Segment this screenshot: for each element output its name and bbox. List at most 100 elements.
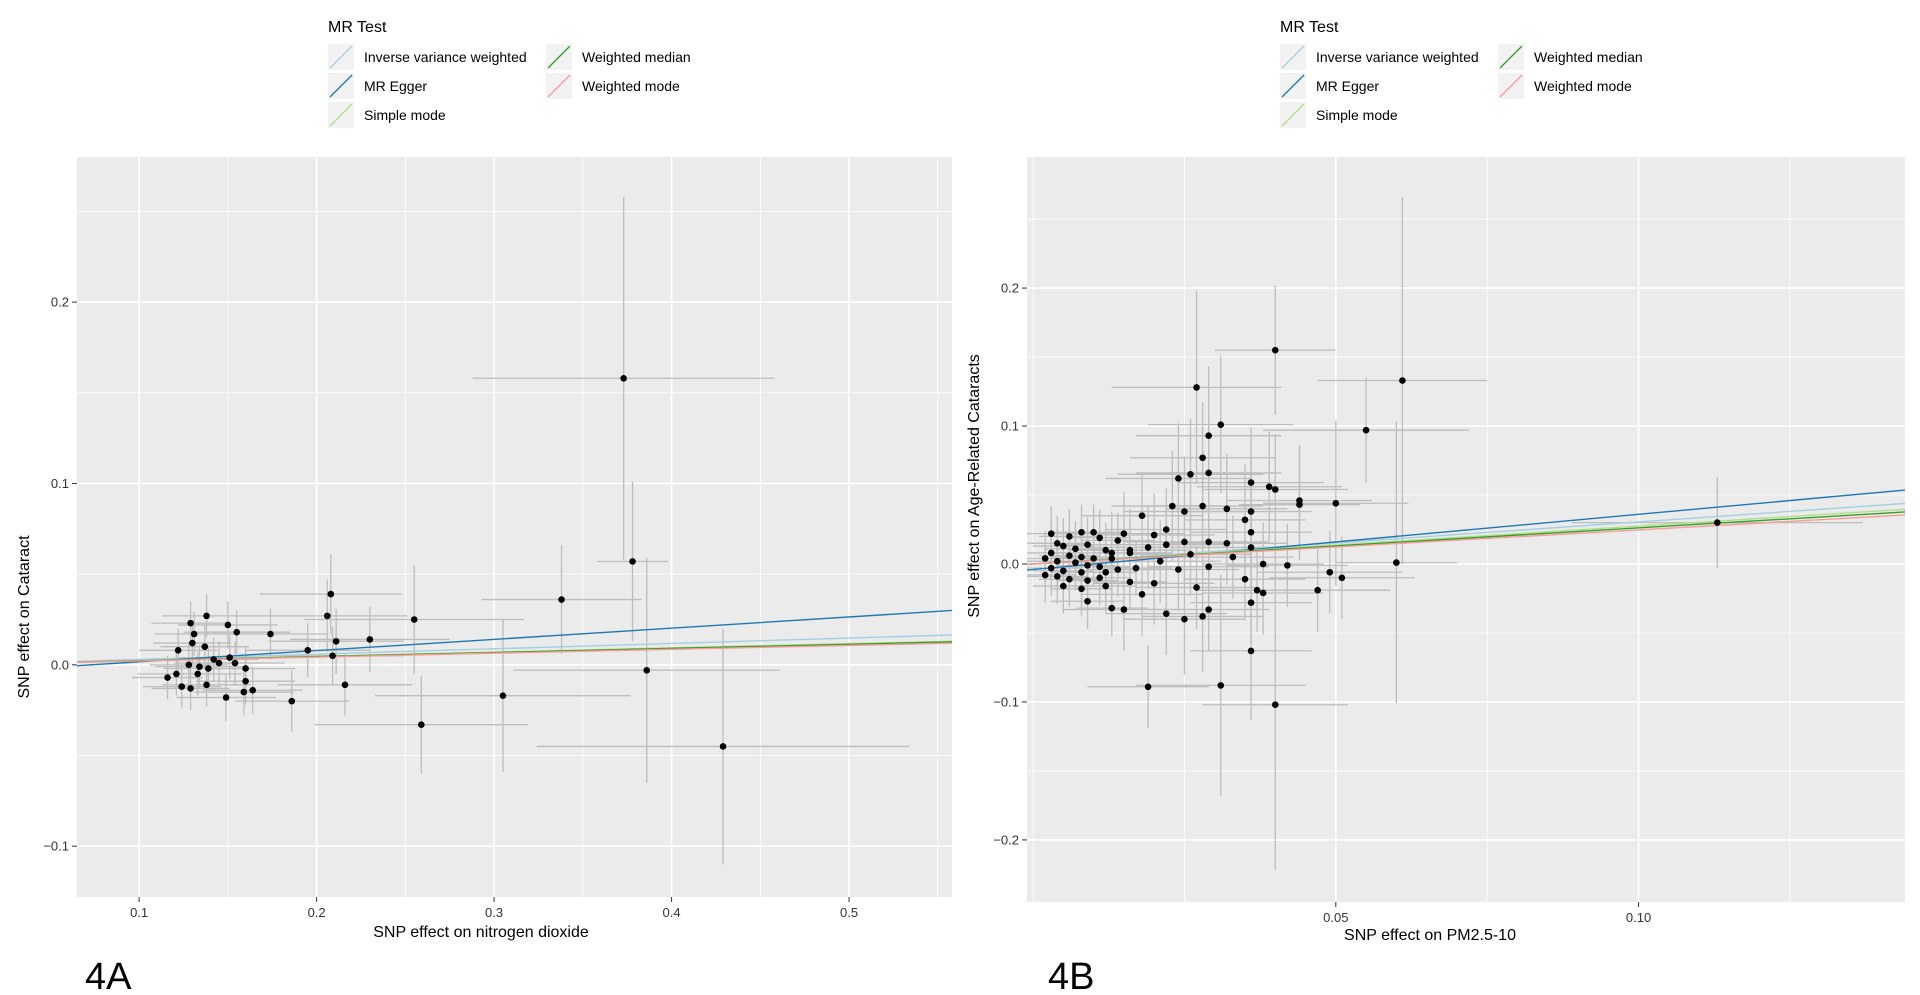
data-point bbox=[1241, 575, 1249, 583]
regression-line-weighted-mode bbox=[1027, 514, 1905, 566]
data-point bbox=[1181, 538, 1188, 546]
legend-key-line-ivw bbox=[329, 45, 353, 69]
data-point bbox=[1271, 486, 1279, 493]
data-point bbox=[187, 685, 194, 692]
legend-label-weighted-mode: Weighted mode bbox=[1534, 78, 1632, 94]
data-point bbox=[1078, 553, 1085, 561]
legend-key-line-simple-mode bbox=[329, 103, 353, 127]
data-point bbox=[1138, 512, 1146, 520]
data-point bbox=[1126, 578, 1134, 586]
legend-key-line-egger bbox=[329, 74, 353, 98]
legend-item-egger: MR Egger bbox=[1280, 73, 1379, 99]
y-tick-label: 0.1 bbox=[51, 476, 69, 491]
data-point bbox=[1096, 574, 1103, 582]
plot-content bbox=[1027, 197, 1905, 871]
data-point bbox=[1247, 647, 1255, 655]
data-point bbox=[1247, 599, 1255, 606]
legend-item-egger: MR Egger bbox=[328, 73, 427, 99]
data-point bbox=[1126, 549, 1134, 557]
y-tick-label: −0.1 bbox=[993, 694, 1019, 709]
data-point bbox=[1084, 541, 1091, 548]
data-point bbox=[1247, 479, 1255, 486]
data-point bbox=[1090, 555, 1097, 562]
legend-key-line-weighted-mode bbox=[547, 74, 571, 98]
plot-panel-4b: 0.05 0.10 −0.2 −0.1 0.0 0.1 0.2 bbox=[993, 157, 1905, 925]
legend-item-weighted-mode: Weighted mode bbox=[1498, 73, 1632, 99]
data-point bbox=[1060, 567, 1067, 575]
data-point bbox=[1187, 551, 1194, 558]
data-point bbox=[1138, 591, 1146, 598]
data-point bbox=[1072, 559, 1079, 566]
data-point bbox=[1078, 568, 1085, 576]
data-point bbox=[1072, 545, 1079, 553]
data-point bbox=[1102, 582, 1110, 590]
data-point bbox=[1205, 469, 1212, 477]
data-point bbox=[410, 616, 418, 623]
x-axis-label-4a: SNP effect on nitrogen dioxide bbox=[373, 924, 589, 941]
data-point bbox=[1162, 610, 1170, 617]
legend-label-egger: MR Egger bbox=[1316, 78, 1379, 94]
data-point bbox=[1205, 606, 1212, 613]
x-axis-label-4b: SNP effect on PM2.5-10 bbox=[1344, 927, 1516, 944]
data-point bbox=[1066, 552, 1073, 560]
data-point bbox=[329, 652, 336, 660]
data-point bbox=[174, 647, 182, 654]
data-point bbox=[1150, 580, 1158, 587]
x-tick-label: 0.4 bbox=[663, 905, 681, 920]
data-point bbox=[189, 639, 196, 647]
data-point bbox=[1193, 584, 1200, 591]
data-point bbox=[194, 670, 201, 678]
legend-item-simple-mode: Simple mode bbox=[328, 102, 446, 128]
data-point bbox=[173, 670, 180, 678]
data-point bbox=[1084, 577, 1091, 584]
data-point bbox=[178, 683, 186, 690]
data-point bbox=[1229, 553, 1237, 561]
x-tick-label: 0.1 bbox=[130, 905, 148, 920]
data-point bbox=[1108, 549, 1116, 557]
data-point bbox=[1362, 426, 1370, 434]
data-point bbox=[267, 630, 274, 638]
legend-label-simple-mode: Simple mode bbox=[1316, 107, 1398, 123]
legend-item-weighted-median: Weighted median bbox=[546, 44, 691, 70]
data-point bbox=[1102, 568, 1110, 576]
data-point bbox=[1332, 499, 1340, 507]
legend-label-weighted-median: Weighted median bbox=[1534, 49, 1643, 65]
data-point bbox=[203, 612, 210, 620]
data-point bbox=[1041, 555, 1049, 562]
data-point bbox=[205, 665, 212, 672]
data-point bbox=[1066, 575, 1073, 583]
data-point bbox=[242, 677, 249, 685]
data-point bbox=[1205, 563, 1212, 571]
data-point bbox=[1144, 544, 1152, 551]
data-point bbox=[323, 612, 331, 620]
data-point bbox=[620, 374, 627, 382]
data-point bbox=[1156, 557, 1164, 565]
data-point bbox=[1047, 564, 1055, 572]
data-point bbox=[1199, 502, 1206, 510]
data-point bbox=[210, 656, 217, 663]
data-point bbox=[1132, 564, 1140, 572]
data-point bbox=[187, 619, 194, 627]
data-point bbox=[226, 654, 233, 661]
data-point bbox=[1053, 557, 1061, 565]
data-point bbox=[1393, 559, 1400, 566]
data-point bbox=[1060, 582, 1067, 590]
data-point bbox=[1041, 571, 1049, 579]
data-point bbox=[1114, 537, 1122, 544]
x-tick-label: 0.10 bbox=[1626, 910, 1651, 925]
data-point bbox=[1108, 555, 1116, 562]
data-point bbox=[1053, 573, 1061, 580]
data-point bbox=[215, 659, 223, 667]
legend-key-line-weighted-median bbox=[1499, 45, 1523, 69]
data-point bbox=[1120, 606, 1128, 613]
x-tick-label: 0.3 bbox=[485, 905, 503, 920]
y-tick-label: 0.2 bbox=[1001, 281, 1019, 296]
data-point bbox=[1084, 562, 1091, 569]
data-point bbox=[1144, 683, 1152, 691]
y-tick-label: 0.0 bbox=[51, 657, 69, 672]
data-point bbox=[1326, 568, 1334, 576]
data-point bbox=[1271, 346, 1279, 354]
data-point bbox=[1162, 526, 1170, 533]
data-point bbox=[1314, 586, 1321, 594]
y-tick-label: −0.2 bbox=[993, 832, 1019, 847]
